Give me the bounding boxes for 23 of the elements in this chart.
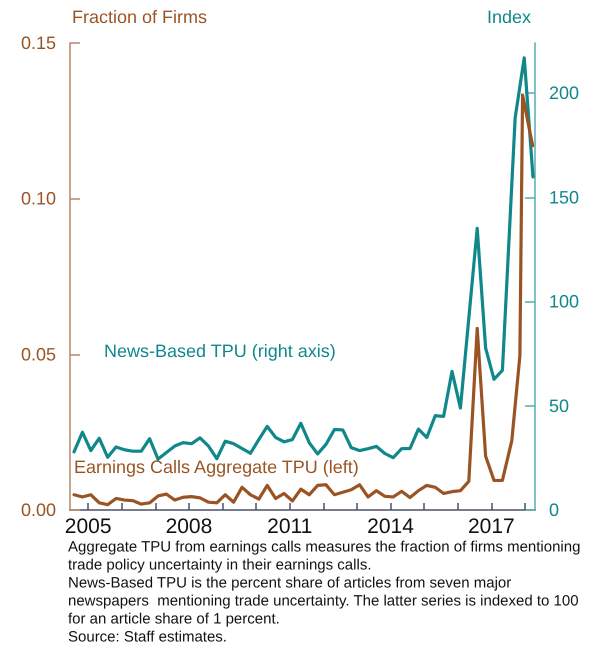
y2-tick-label: 0 xyxy=(549,500,560,520)
y-tick-label: 0.10 xyxy=(20,188,56,209)
y2-tick-label: 200 xyxy=(549,83,580,104)
source-note: Source: Staff estimates. xyxy=(68,628,227,646)
y2-tick-label: 100 xyxy=(549,292,580,312)
line-series xyxy=(72,93,534,506)
x-tick-label: 2011 xyxy=(267,515,312,538)
y2-tick-label: 150 xyxy=(549,187,580,208)
x-tick-label: 2014 xyxy=(367,515,414,538)
x-tick-label: 2008 xyxy=(166,515,212,538)
y-axis-title: Fraction of Firms xyxy=(72,7,208,27)
x-tick-label: 2005 xyxy=(64,515,112,538)
y2-tick-label: 50 xyxy=(549,396,570,416)
y-tick-label: 0.15 xyxy=(20,33,56,53)
y-tick-label: 0.05 xyxy=(20,344,56,364)
series-label: Earnings Calls Aggregate TPU (left) xyxy=(74,457,359,477)
y2-axis-title: Index xyxy=(486,7,532,27)
x-tick-label: 2017 xyxy=(468,515,515,538)
text: News-Based TPU (right axis) xyxy=(104,341,336,361)
y-tick-label: 0.00 xyxy=(20,500,56,520)
text: News-Based TPU is the percent share of articles from seven major newspapers mentioning trade uncertainty. The latter series is indexed to 100 for an article share of 1 percent. xyxy=(68,574,583,628)
text: Aggregate TPU from earnings calls measures the fraction of firms mentioning trade policy uncertainty in their earnings calls. xyxy=(68,538,585,574)
line-series xyxy=(72,56,535,461)
